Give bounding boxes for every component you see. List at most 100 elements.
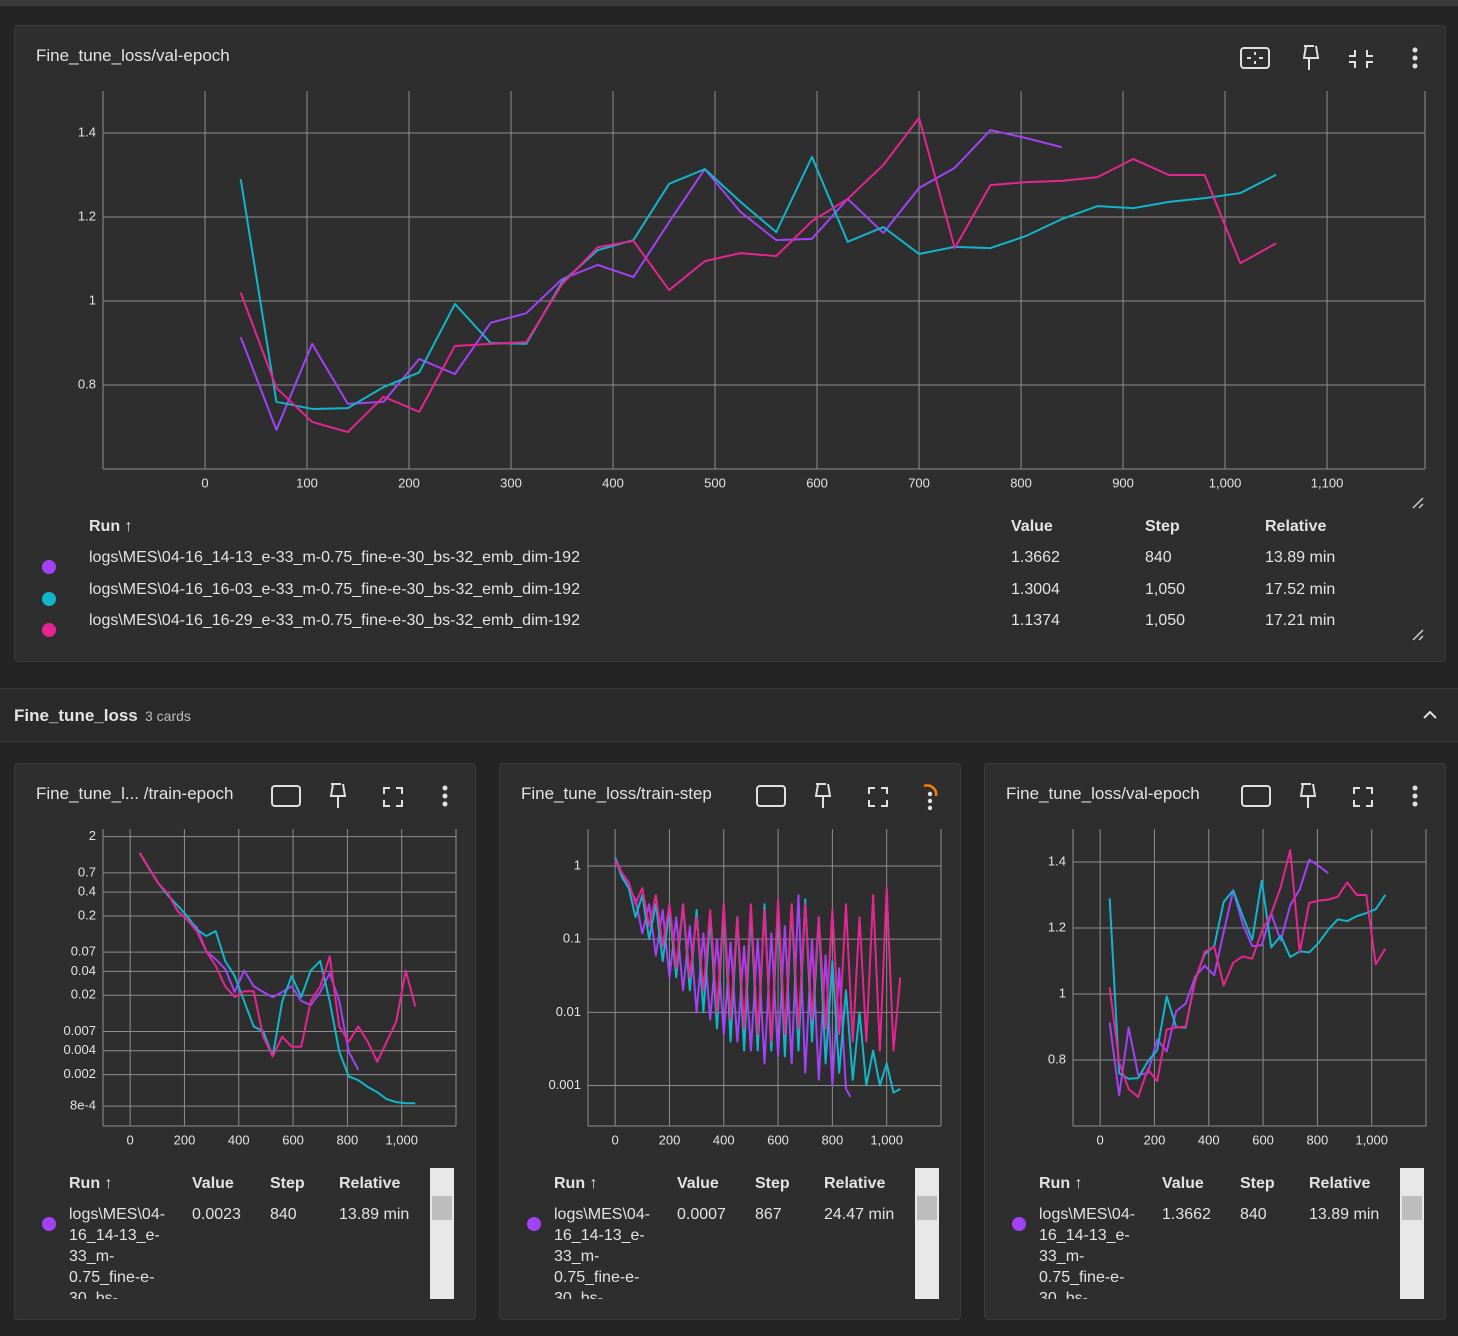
chart-card: 1 0.1 0.01 0.001 0 200 400 600 800 1,000 Fine_tun… (499, 763, 961, 1320)
table-cell: 840 (270, 1206, 297, 1223)
run-name: logs\MES\04-16_14-13_e-33_m-0.75_fine-e-… (554, 1206, 651, 1299)
series-line (239, 155, 1277, 410)
legend-dot (42, 592, 56, 606)
table-cell: 1.3662 (1162, 1206, 1211, 1223)
data-table: Run ↑ Value Step Relative logs\MES\04-16_14-… (500, 1164, 912, 1299)
x-tick-label: 600 (806, 475, 828, 490)
fit-domain-icon[interactable] (756, 785, 786, 807)
x-tick-label: 200 (174, 1132, 196, 1147)
run-name: logs\MES\04-16_14-13_e-33_m-0.75_fine-e-… (89, 549, 580, 566)
pin-icon[interactable] (1302, 45, 1320, 70)
x-tick-label: 300 (500, 475, 522, 490)
data-table: Run ↑ Value Step Relative logs\MES\04-16_14-… (15, 506, 1415, 656)
table-header: Step (755, 1175, 790, 1192)
run-name: logs\MES\04-16_14-13_e-33_m-0.75_fine-e-… (1039, 1206, 1136, 1299)
resize-handle[interactable] (1411, 628, 1425, 642)
table-cell: 17.21 min (1265, 612, 1336, 629)
y-tick-label: 8e-4 (70, 1098, 96, 1113)
section-title: Fine_tune_loss (14, 706, 138, 725)
card-title: Fine_tune_loss/val-epoch (1006, 784, 1200, 803)
table-header: Relative (824, 1175, 886, 1192)
table-header: Run ↑ (1039, 1175, 1083, 1192)
table-header: Value (1162, 1175, 1204, 1192)
y-tick-label: 1 (89, 292, 96, 307)
series-line (1108, 879, 1387, 1080)
series-line (138, 852, 417, 1063)
series-line (138, 852, 416, 1105)
chart: 0.8 1 1.2 1.4 0 200 400 600 800 1,000 (1048, 829, 1427, 1147)
y-tick-label: 1.4 (1048, 853, 1066, 868)
resize-handle[interactable] (1411, 496, 1425, 510)
table-header: Relative (339, 1175, 401, 1192)
y-tick-label: 0.001 (548, 1077, 581, 1092)
table-cell: 13.89 min (1265, 549, 1336, 566)
legend-dot (1012, 1217, 1026, 1231)
loading-spinner (923, 784, 938, 797)
chart: 1 0.1 0.01 0.001 0 200 400 600 800 1,000 (548, 829, 942, 1147)
legend-dot (42, 560, 56, 574)
fit-domain-icon[interactable] (1240, 47, 1270, 69)
x-tick-label: 400 (602, 475, 624, 490)
collapse-icon[interactable] (1349, 50, 1373, 68)
fit-domain-icon[interactable] (1241, 785, 1271, 807)
chart: 0.8 1 1.2 1.4 0 100 200 300 400 500 600 700 800 900 1,… (78, 91, 1426, 490)
table-header: Value (677, 1175, 719, 1192)
card-toolbar (271, 783, 448, 808)
x-tick-label: 700 (908, 475, 930, 490)
scrollbar-thumb[interactable] (1402, 1196, 1422, 1220)
fullscreen-icon[interactable] (868, 787, 888, 807)
more-icon[interactable] (1412, 47, 1418, 69)
collapse-toggle[interactable] (1420, 705, 1440, 725)
pin-icon[interactable] (329, 783, 347, 808)
fit-domain-icon[interactable] (271, 785, 301, 807)
table-cell: 0.0007 (677, 1206, 726, 1223)
x-tick-label: 800 (822, 1132, 844, 1147)
x-tick-label: 600 (1252, 1132, 1274, 1147)
y-tick-label: 2 (89, 828, 96, 843)
fullscreen-icon[interactable] (1353, 787, 1373, 807)
series-line (614, 859, 902, 1052)
x-tick-label: 0 (127, 1132, 134, 1147)
scrollbar-thumb[interactable] (917, 1196, 937, 1220)
y-tick-label: 0.04 (71, 963, 96, 978)
table-cell: 13.89 min (1309, 1206, 1380, 1223)
more-icon[interactable] (1412, 785, 1418, 807)
x-tick-label: 200 (1144, 1132, 1166, 1147)
scrollbar[interactable] (1400, 1168, 1424, 1299)
data-table: Run ↑ Value Step Relative logs\MES\04-16_14-… (985, 1164, 1397, 1299)
y-tick-label: 0.4 (78, 884, 96, 899)
card-toolbar (1240, 45, 1418, 70)
table-header: Relative (1309, 1175, 1371, 1192)
y-tick-label: 0.02 (71, 987, 96, 1002)
top-bar (0, 0, 1458, 6)
y-tick-label: 0.07 (71, 944, 96, 959)
scrollbar-thumb[interactable] (432, 1196, 452, 1220)
pin-icon[interactable] (814, 783, 832, 808)
card-toolbar (756, 783, 938, 811)
card-title: Fine_tune_loss/val-epoch (36, 46, 230, 65)
fit-domain-icon-inner (1247, 52, 1263, 64)
scrollbar[interactable] (915, 1168, 939, 1299)
more-icon[interactable] (927, 791, 933, 811)
table-cell: 1.3004 (1011, 581, 1060, 598)
series-line (1108, 849, 1387, 1098)
chart: 2 0.7 0.4 0.2 0.07 0.04 0.02 0.007 0.004 0.002 8e-… (63, 828, 457, 1147)
x-tick-label: 1,000 (1209, 475, 1242, 490)
more-icon[interactable] (442, 785, 448, 807)
series-line (239, 116, 1277, 434)
x-tick-label: 400 (713, 1132, 735, 1147)
y-tick-label: 1.4 (78, 124, 96, 139)
legend-dot (42, 623, 56, 637)
table-cell: 840 (1145, 549, 1172, 566)
series-line (614, 857, 901, 1094)
y-tick-label: 0.7 (78, 864, 96, 879)
y-tick-label: 0.1 (563, 931, 581, 946)
table-cell: 1.1374 (1011, 612, 1060, 629)
fullscreen-icon[interactable] (383, 787, 403, 807)
scrollbar[interactable] (430, 1168, 454, 1299)
pin-icon[interactable] (1299, 783, 1317, 808)
x-tick-label: 600 (282, 1132, 304, 1147)
card-toolbar (1241, 783, 1418, 808)
run-name: logs\MES\04-16_16-03_e-33_m-0.75_fine-e-… (89, 581, 580, 598)
